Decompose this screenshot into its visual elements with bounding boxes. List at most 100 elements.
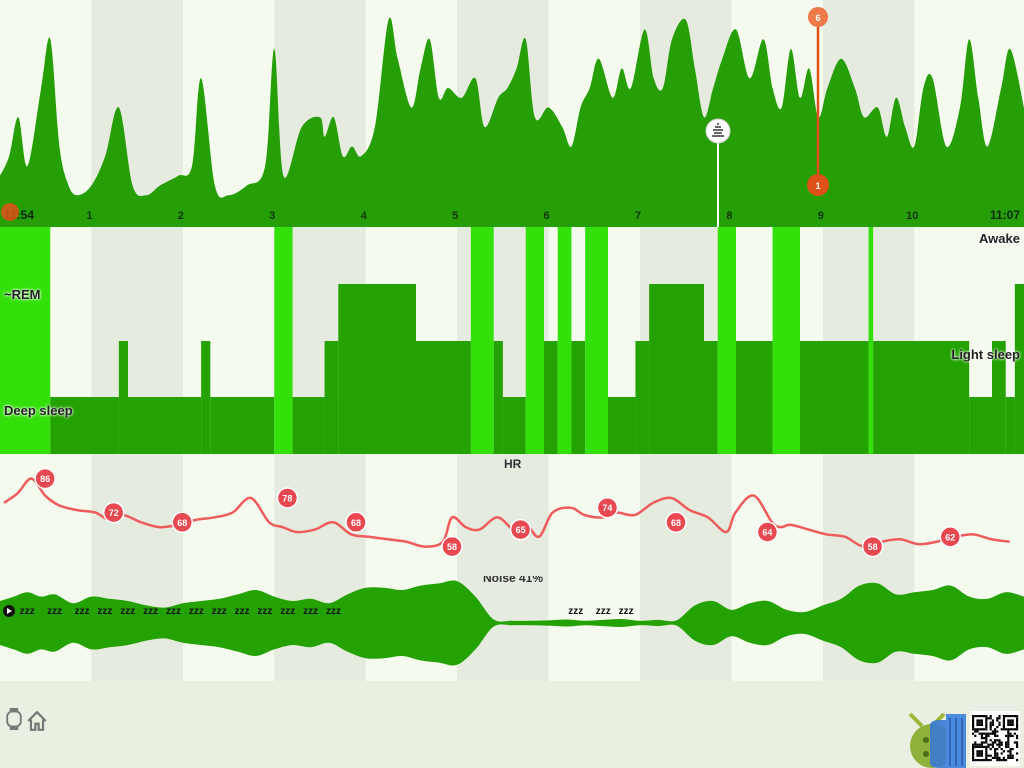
qr-cell [980, 750, 983, 753]
qr-cell [998, 743, 1001, 746]
hypnogram-segment-awake [525, 227, 544, 454]
qr-cell [972, 723, 975, 726]
hypnogram-segment-deep [502, 397, 526, 454]
qr-cell [1005, 741, 1008, 744]
hr-marker-label: 58 [868, 542, 878, 552]
qr-cell [974, 715, 977, 718]
qr-cell [1002, 723, 1005, 726]
qr-cell [994, 739, 997, 742]
qr-cell [974, 741, 977, 744]
android-icon[interactable] [904, 710, 966, 768]
alarm-icon [705, 118, 731, 144]
qr-cell [1007, 750, 1010, 753]
qr-cell [998, 745, 1001, 748]
noise-graph: zzz zzz zzz zzz zzz zzz zzz zzz zzz zzz zzz zzz zzz z… [0, 576, 1024, 681]
qr-cell [987, 759, 990, 762]
qr-cell [1007, 745, 1010, 748]
qr-cell [1007, 723, 1010, 726]
hour-tick-label: 4 [361, 210, 368, 222]
qr-cell [980, 734, 983, 737]
qr-cell [972, 752, 975, 755]
noise-chart[interactable]: zzz zzz zzz zzz zzz zzz zzz zzz zzz zzz zzz zzz zzz z… [0, 576, 1024, 681]
qr-cell [1009, 752, 1012, 755]
noise-area [0, 580, 1024, 666]
qr-cell [972, 756, 975, 759]
qr-cell [996, 756, 999, 759]
qr-cell [987, 754, 990, 757]
qr-cell [972, 732, 975, 735]
qr-cell [996, 748, 999, 751]
heart-rate-chart[interactable]: 86 72 68 78 68 58 65 74 68 64 58 62 HR [0, 454, 1024, 576]
hypnogram-chart[interactable]: Awake ~REM Light sleep Deep sleep [0, 227, 1024, 454]
qr-cell [976, 715, 979, 718]
hypnogram-segment-rem [338, 284, 416, 454]
qr-cell [972, 726, 975, 729]
orange-marker-bottom [807, 174, 829, 196]
hypnogram-segment-awake [274, 227, 293, 454]
qr-cell [1016, 719, 1019, 722]
qr-cell [1016, 752, 1019, 755]
qr-cell [978, 743, 981, 746]
hour-band [822, 454, 915, 576]
qr-cell [1002, 728, 1005, 731]
qr-cell [1016, 721, 1019, 724]
qr-cell [998, 721, 1001, 724]
snore-mark: zzz [97, 606, 112, 617]
qr-cell [976, 743, 979, 746]
qr-cell [1011, 734, 1014, 737]
hr-marker [939, 526, 962, 548]
qr-cell [996, 759, 999, 762]
qr-cell [985, 750, 988, 753]
qr-cell [1007, 754, 1010, 757]
hypnogram-segment-deep [969, 397, 992, 454]
hr-line [3, 477, 1010, 548]
qr-cell [974, 745, 977, 748]
qr-code-icon[interactable] [970, 711, 1020, 766]
qr-cell [1009, 721, 1012, 724]
alarm-bell-glyph [712, 123, 724, 137]
qr-cell [1016, 759, 1019, 762]
qr-cell [1011, 748, 1014, 751]
orange-marker-bottom-label: 1 [815, 181, 820, 191]
hr-marker [171, 511, 194, 534]
qr-cell [1000, 748, 1003, 751]
qr-cell [991, 721, 994, 724]
qr-cell [980, 752, 983, 755]
hr-marker [276, 487, 299, 509]
hypnogram-segment-light [800, 341, 869, 454]
qr-cell [983, 741, 986, 744]
qr-cell [1002, 726, 1005, 729]
qr-cell [1009, 754, 1012, 757]
heart-rate-graph: 86 72 68 78 68 58 65 74 68 64 58 62 [3, 454, 1010, 576]
hour-tick-label: 10 [906, 210, 918, 222]
qr-cell [991, 745, 994, 748]
qr-cell [1007, 719, 1010, 722]
qr-cell [987, 745, 990, 748]
snore-mark: zzz [235, 606, 250, 617]
qr-cell [976, 752, 979, 755]
qr-cell [989, 717, 992, 720]
qr-cell [1009, 719, 1012, 722]
qr-cell [980, 721, 983, 724]
snore-mark: zzz [47, 606, 62, 617]
qr-cell [996, 752, 999, 755]
qr-cell [998, 756, 1001, 759]
activity-chart[interactable]: 1 2 3 4 5 6 7 8 9 10 11:54 11:07 6 1 [0, 0, 1024, 227]
snore-mark: zzz [303, 606, 318, 617]
qr-cell [976, 719, 979, 722]
hour-band [640, 454, 732, 576]
qr-cell [985, 717, 988, 720]
qr-cell [972, 748, 975, 751]
hypnogram-segment-awake [585, 227, 608, 454]
qr-cell [1016, 741, 1019, 744]
watch-icon[interactable] [3, 708, 25, 730]
home-icon[interactable] [26, 710, 48, 732]
qr-cell [976, 750, 979, 753]
footer-bar [0, 681, 1024, 768]
qr-cell [978, 723, 981, 726]
qr-cell [1016, 723, 1019, 726]
qr-cell [1007, 737, 1010, 740]
hypnogram-graph [0, 227, 1024, 454]
qr-cell [998, 723, 1001, 726]
